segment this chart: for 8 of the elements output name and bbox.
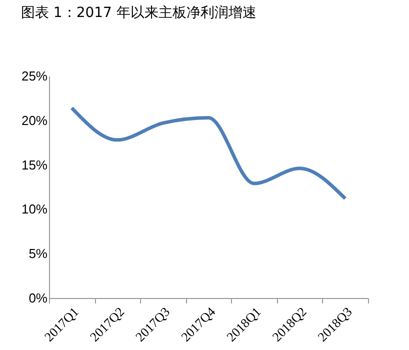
y-tick-label: 20%: [21, 112, 48, 128]
chart-title: 图表 1：2017 年以来主板净利润增速: [20, 5, 256, 21]
y-tick-label: 25%: [21, 68, 48, 84]
y-tick-label: 10%: [21, 202, 48, 217]
y-tick-label: 5%: [28, 246, 48, 262]
y-tick-label: 15%: [21, 157, 48, 172]
y-tick-label: 0%: [28, 290, 48, 306]
line-series: [70, 106, 347, 200]
